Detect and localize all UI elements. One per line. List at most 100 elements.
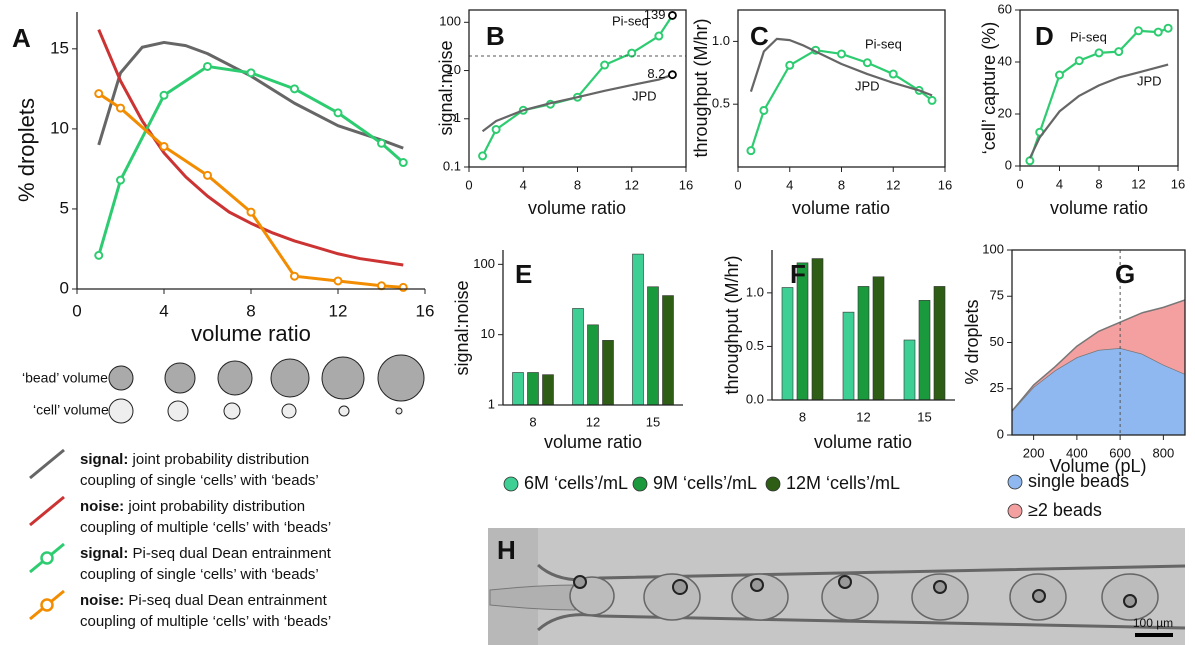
bar [602, 340, 614, 406]
x-tick-label: 8 [799, 409, 806, 424]
bead-circle [108, 365, 134, 391]
x-tick-label: 4 [520, 177, 527, 192]
y-tick-label: 0 [60, 278, 69, 297]
y-tick-label: 0.1 [443, 158, 461, 173]
series-marker [785, 60, 795, 70]
jet [489, 584, 576, 611]
scale-bar-label: 100 µm [1133, 616, 1173, 630]
x-tick-label: 4 [786, 177, 793, 192]
cell-circles [108, 398, 403, 424]
bar [662, 295, 674, 406]
series-label: JPD [632, 88, 657, 103]
cell-row-label: ‘cell’ volume [33, 402, 109, 418]
series-marker [398, 158, 408, 168]
legend-line [29, 448, 65, 480]
x-tick-label: 15 [646, 414, 660, 429]
series-line [481, 73, 673, 133]
series-line [97, 40, 404, 150]
x-tick-label: 8 [529, 414, 536, 429]
x-axis-label: volume ratio [191, 321, 311, 346]
series-marker [837, 49, 846, 59]
y-axis-label: signal:noise [436, 40, 456, 135]
x-tick-label: 0 [734, 177, 741, 192]
bar [842, 311, 855, 401]
series-marker [398, 282, 408, 292]
y-axis-label: ‘cell’ capture (%) [979, 22, 999, 154]
x-tick-label: 16 [416, 301, 435, 320]
x-tick-label: 0 [465, 177, 472, 192]
x-axis-label: volume ratio [544, 432, 642, 452]
series-label: Pi-seq [1070, 29, 1107, 44]
legend-description: coupling of multiple ‘cells’ with ‘beads… [80, 613, 331, 630]
series-marker [1055, 70, 1064, 80]
series-marker [627, 48, 637, 58]
y-tick-label: 1.0 [712, 33, 730, 48]
droplet [643, 573, 701, 621]
bead [573, 575, 587, 589]
panel-label: D [1035, 21, 1054, 51]
series-marker [1025, 156, 1035, 166]
series-marker [746, 146, 756, 156]
y-tick-label: 0 [997, 426, 1004, 441]
legend-label: 12M ‘cells’/mL [786, 473, 900, 493]
y-tick-label: 1 [488, 396, 495, 411]
bead-circle [164, 362, 196, 394]
cell-circle [223, 402, 241, 420]
x-tick-label: 12 [1131, 176, 1145, 191]
droplet [821, 573, 879, 621]
cell-circle [338, 405, 350, 417]
y-tick-label: 0.5 [712, 96, 730, 111]
x-tick-label: 15 [917, 409, 931, 424]
series-line [481, 14, 674, 157]
x-tick-label: 8 [838, 177, 845, 192]
x-tick-label: 800 [1153, 445, 1175, 460]
legend-marker [40, 598, 54, 612]
bead-circle [321, 356, 365, 400]
bar [872, 276, 885, 401]
series-line [97, 29, 404, 267]
legend-name: signal: [80, 451, 128, 468]
series-marker [116, 175, 125, 185]
series-marker [1114, 47, 1124, 57]
series-marker [246, 68, 256, 78]
series-marker [759, 105, 769, 115]
y-axis-label: % droplets [14, 98, 39, 202]
scale-bar [1135, 633, 1173, 637]
bead-row-label: ‘bead’ volume [22, 370, 108, 386]
y-tick-label: 1.0 [746, 284, 764, 299]
bead-circles [108, 354, 425, 402]
x-axis-label: volume ratio [1050, 198, 1148, 218]
droplet [731, 573, 789, 621]
cell-circle [167, 400, 189, 422]
y-tick-label: 100 [439, 14, 461, 29]
y-tick-label: 1 [454, 110, 461, 125]
series-marker [290, 84, 299, 94]
bead [838, 575, 852, 589]
x-axis-label: volume ratio [792, 198, 890, 218]
series-marker [862, 58, 872, 68]
series-label: JPD [1137, 73, 1162, 88]
y-tick-label: 100 [982, 241, 1004, 256]
legend-description: coupling of multiple ‘cells’ with ‘beads… [80, 519, 331, 536]
y-tick-label: 40 [998, 53, 1012, 68]
y-axis-label: % droplets [962, 299, 982, 384]
bar [857, 286, 870, 401]
series-marker [927, 95, 937, 105]
x-tick-label: 200 [1023, 445, 1045, 460]
legend-description: Pi-seq dual Dean entrainment [128, 592, 327, 609]
x-tick-label: 4 [1056, 176, 1063, 191]
area [1012, 299, 1185, 411]
series-marker [94, 89, 104, 99]
legend-description: coupling of single ‘cells’ with ‘beads’ [80, 472, 319, 489]
x-axis-label: volume ratio [528, 198, 626, 218]
series-label: Pi-seq [612, 13, 649, 28]
bar [632, 253, 644, 406]
panel-label: F [790, 259, 806, 289]
series-line [749, 37, 933, 97]
series-marker [333, 276, 343, 286]
bead [933, 580, 947, 594]
x-tick-label: 16 [1171, 176, 1185, 191]
x-tick-label: 12 [886, 177, 900, 192]
x-tick-label: 600 [1109, 445, 1131, 460]
legend-line [29, 495, 65, 527]
